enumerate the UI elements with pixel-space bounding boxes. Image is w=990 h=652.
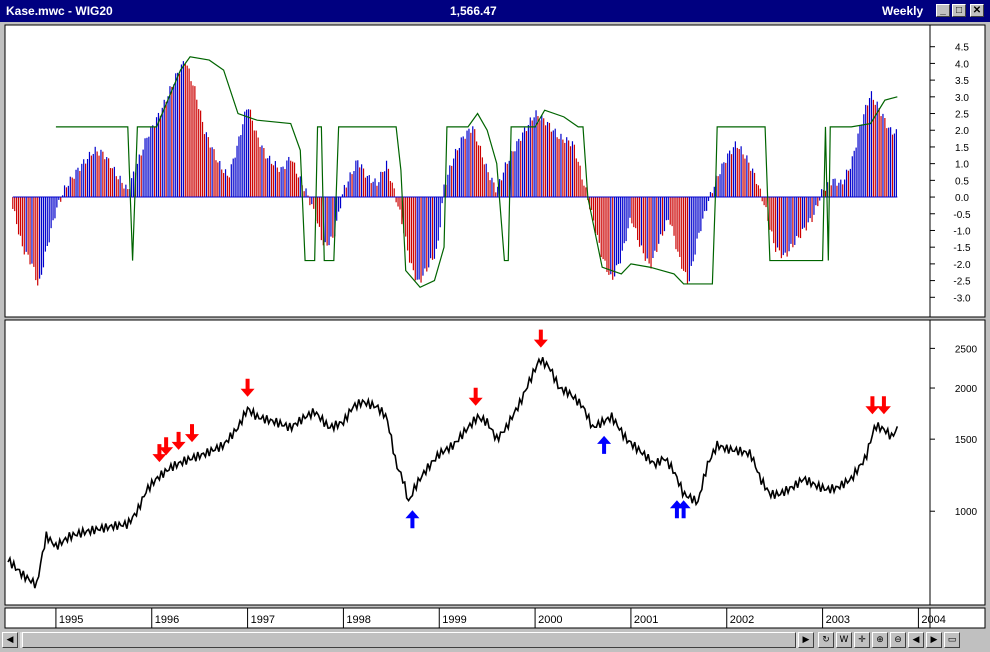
sell-arrow-icon	[240, 378, 255, 397]
date-axis-ticks: 1995 1996 1997 1998 1999 2000 2001 2002 2003 2004	[55, 608, 946, 628]
zoom-out-icon[interactable]: ⊖	[890, 632, 906, 648]
date-tick-label: 2000	[538, 614, 562, 626]
close-button[interactable]: ✕	[970, 4, 984, 17]
indicator-axis	[929, 24, 986, 318]
page-setup-icon[interactable]: ▭	[944, 632, 960, 648]
zoom-in-icon[interactable]: ⊕	[872, 632, 888, 648]
indicator-axis-ticks: 4.5 4.0 3.5 3.0 2.5 2.0 1.5 1.0 0.5 0.0 -0.5 -1.0 -1…	[930, 43, 971, 304]
crosshair-icon[interactable]: ✛	[854, 632, 870, 648]
indicator-histogram	[12, 61, 898, 286]
indicator-tick-label: 2.5	[955, 110, 969, 121]
price-axis-ticks: 2500 2000 1500 1000	[930, 344, 978, 518]
date-tick-label: 2004	[921, 614, 945, 626]
sell-arrow-icon	[533, 329, 548, 348]
sell-arrow-icon	[152, 444, 167, 463]
price-tick-label: 2000	[955, 384, 978, 395]
indicator-tick-label: 1.5	[955, 143, 969, 154]
indicator-tick-label: -1.5	[953, 243, 971, 254]
maximize-button[interactable]: □	[952, 4, 966, 17]
indicator-tick-label: -2.0	[953, 260, 971, 271]
indicator-tick-label: 2.0	[955, 126, 969, 137]
window-title: Kase.mwc - WIG20	[6, 4, 113, 18]
sell-arrow-icon	[159, 437, 174, 456]
indicator-tick-label: 3.5	[955, 76, 969, 87]
price-tick-label: 1000	[955, 507, 978, 518]
scroll-thumb[interactable]	[22, 632, 796, 648]
indicator-tick-label: -3.0	[953, 293, 971, 304]
indicator-tick-label: 3.0	[955, 93, 969, 104]
buy-arrow-icon	[676, 500, 691, 519]
price-line	[7, 357, 899, 589]
date-axis	[4, 607, 931, 629]
chart-canvas[interactable]: 4.5 4.0 3.5 3.0 2.5 2.0 1.5 1.0 0.5 0.0 -0.5 -1.0 -1…	[0, 22, 990, 630]
sell-arrow-icon	[876, 396, 891, 415]
sell-arrow-icon	[171, 431, 186, 450]
scroll-forward-icon[interactable]: ▶	[926, 632, 942, 648]
indicator-tick-label: -0.5	[953, 210, 971, 221]
indicator-tick-label: 4.0	[955, 59, 969, 70]
chart-area[interactable]: 4.5 4.0 3.5 3.0 2.5 2.0 1.5 1.0 0.5 0.0 -0.5 -1.0 -1…	[0, 22, 990, 630]
scroll-right-button[interactable]: ▶	[798, 632, 814, 648]
minimize-button[interactable]: _	[936, 4, 950, 17]
indicator-tick-label: 0.0	[955, 193, 969, 204]
date-tick-label: 2001	[634, 614, 658, 626]
indicator-tick-label: 1.0	[955, 160, 969, 171]
sell-arrow-icon	[468, 387, 483, 406]
horizontal-scrollbar[interactable]: ◀ ▶ ↻ W ✛ ⊕ ⊖ ◀ ▶ ▭	[0, 630, 990, 652]
refresh-icon[interactable]: ↻	[818, 632, 834, 648]
signal-markers	[152, 329, 891, 529]
indicator-tick-label: -2.5	[953, 277, 971, 288]
buy-arrow-icon	[597, 435, 612, 454]
last-price: 1,566.47	[450, 4, 497, 18]
date-tick-label: 1998	[346, 614, 370, 626]
date-tick-label: 1996	[155, 614, 179, 626]
scroll-left-button[interactable]: ◀	[2, 632, 18, 648]
price-tick-label: 1500	[955, 435, 978, 446]
indicator-overlay-line	[55, 56, 898, 289]
price-axis	[929, 319, 986, 606]
price-pane[interactable]	[4, 319, 931, 606]
indicator-tick-label: 4.5	[955, 43, 969, 54]
periodicity-button[interactable]: W	[836, 632, 852, 648]
sell-arrow-icon	[865, 396, 880, 415]
title-bar[interactable]: Kase.mwc - WIG20 1,566.47 Weekly _ □ ✕	[0, 0, 990, 22]
overlay-line	[55, 56, 898, 289]
sell-arrow-icon	[185, 424, 199, 443]
date-tick-label: 1995	[59, 614, 83, 626]
date-tick-label: 1997	[251, 614, 275, 626]
date-tick-label: 1999	[442, 614, 466, 626]
buy-arrow-icon	[405, 510, 420, 529]
periodicity-label: Weekly	[882, 4, 924, 18]
price-tick-label: 2500	[955, 344, 978, 355]
date-axis-corner	[929, 607, 986, 629]
indicator-tick-label: 0.5	[955, 176, 969, 187]
date-tick-label: 2002	[730, 614, 754, 626]
date-tick-label: 2003	[826, 614, 850, 626]
scroll-start-icon[interactable]: ◀	[908, 632, 924, 648]
price-series	[7, 357, 899, 589]
indicator-tick-label: -1.0	[953, 226, 971, 237]
